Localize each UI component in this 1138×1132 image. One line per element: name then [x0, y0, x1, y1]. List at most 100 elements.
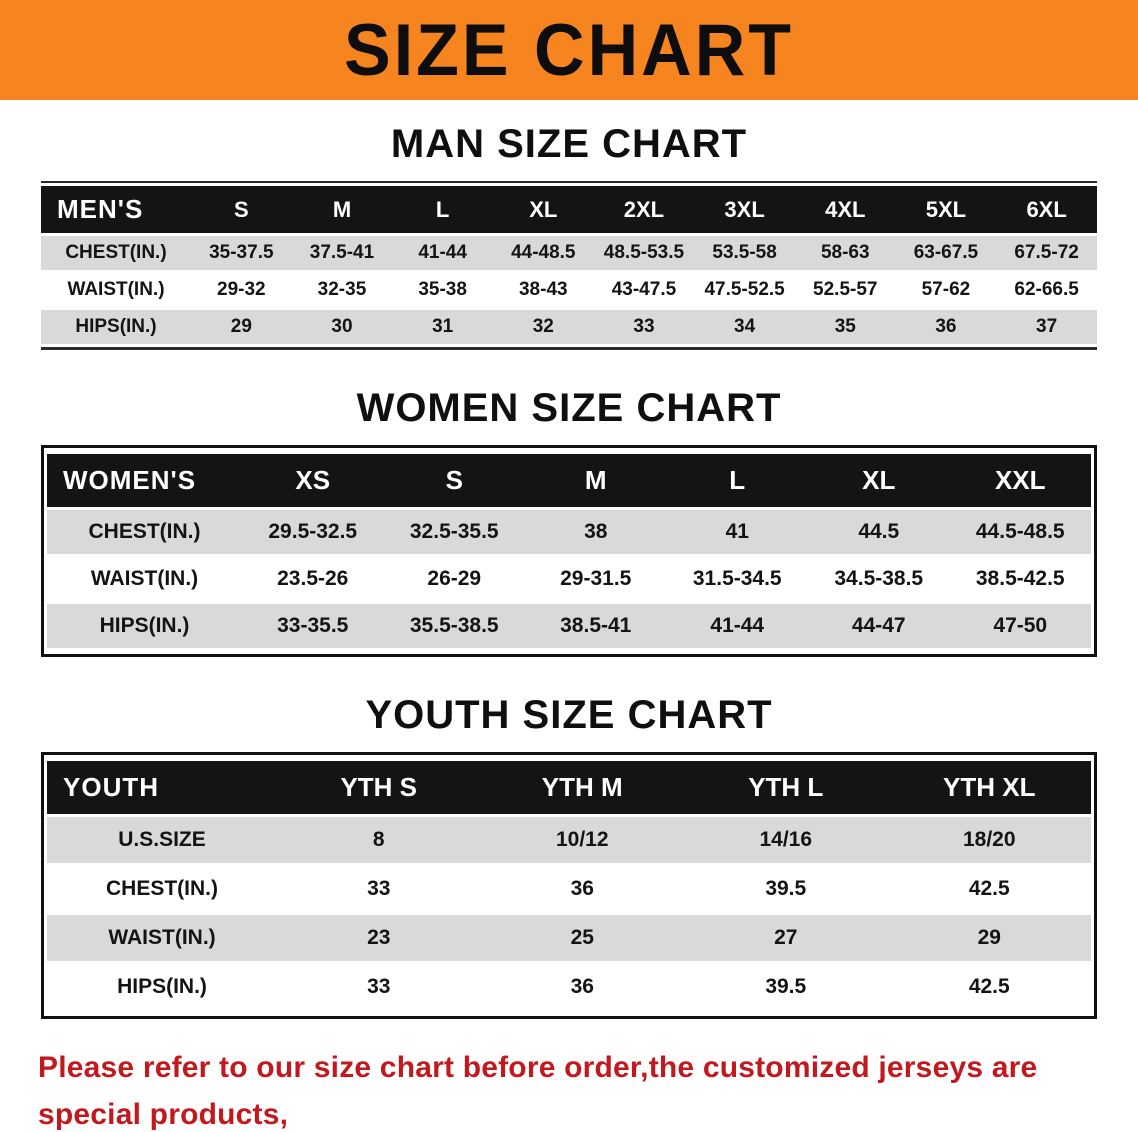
women-size-section: WOMEN SIZE CHART WOMEN'S XS S M L XL XXL CHEST(… [0, 386, 1138, 657]
size-value: 23.5-26 [277, 567, 349, 590]
size-value: 34 [734, 316, 756, 337]
footer-disclaimer: Please refer to our size chart before or… [38, 1045, 1100, 1132]
size-value: 41-44 [418, 242, 467, 263]
table-row: WAIST(IN.) 29-32 32-35 35-38 38-43 43-47.5 47.… [41, 273, 1097, 307]
women-table-wrap: WOMEN'S XS S M L XL XXL CHEST(IN.) 29.5-32.5 32.5… [41, 445, 1097, 657]
table-row: HIPS(IN.) 29 30 31 32 33 34 35 36 37 [41, 310, 1097, 344]
size-column-header: XL [808, 454, 950, 507]
size-value: 67.5-72 [1014, 242, 1079, 263]
size-column-header: XXL [949, 454, 1091, 507]
table-row: U.S.SIZE 8 10/12 14/16 18/20 [47, 817, 1091, 863]
banner: SIZE CHART [0, 0, 1138, 100]
size-value: 35-38 [418, 279, 467, 300]
row-label: HIPS(IN.) [75, 316, 157, 337]
size-value: 37 [1036, 316, 1058, 337]
youth-section-heading: YOUTH SIZE CHART [365, 693, 773, 737]
footer-disclaimer-line1: Please refer to our size chart before or… [38, 1051, 1038, 1131]
size-value: 36 [935, 316, 957, 337]
row-label: WAIST(IN.) [67, 279, 165, 300]
size-value: 53.5-58 [712, 242, 777, 263]
size-value: 35-37.5 [209, 242, 274, 263]
size-value: 34.5-38.5 [834, 567, 924, 590]
size-column-header: M [291, 186, 393, 233]
men-section-heading: MAN SIZE CHART [390, 122, 748, 166]
row-label: CHEST(IN.) [88, 520, 201, 543]
size-value: 36 [570, 975, 594, 998]
men-size-table: MEN'S S M L XL 2XL 3XL 4XL 5XL 6XL CHEST(IN.) 35-37… [41, 181, 1097, 347]
size-value: 10/12 [555, 828, 609, 851]
size-value: 63-67.5 [913, 242, 979, 263]
men-table-frame: MEN'S S M L XL 2XL 3XL 4XL 5XL 6XL CHEST(IN.) 35-37… [41, 181, 1097, 350]
size-value: 31.5-34.5 [692, 567, 782, 590]
size-value: 36 [570, 877, 594, 900]
row-label: CHEST(IN.) [65, 242, 167, 263]
size-value: 38 [584, 520, 608, 543]
size-value: 32-35 [317, 279, 367, 300]
size-value: 33-35.5 [277, 614, 349, 637]
size-value: 29 [977, 926, 1001, 949]
size-column-header: S [191, 186, 292, 233]
size-value: 33 [633, 316, 655, 337]
table-row: HIPS(IN.) 33 36 39.5 42.5 [47, 964, 1091, 1010]
size-value: 39.5 [765, 975, 807, 998]
size-value: 32.5-35.5 [409, 520, 499, 543]
size-value: 29-31.5 [560, 567, 632, 590]
table-row: CHEST(IN.) 35-37.5 37.5-41 41-44 44-48.5 48.5… [41, 236, 1097, 270]
size-value: 38.5-42.5 [975, 567, 1065, 590]
size-column-header: XS [242, 454, 384, 507]
row-label: HIPS(IN.) [117, 975, 207, 998]
size-value: 14/16 [759, 828, 813, 851]
table-title-cell: MEN'S [41, 186, 191, 233]
size-value: 62-66.5 [1014, 279, 1079, 300]
size-column-header: YTH M [480, 761, 684, 814]
size-value: 42.5 [968, 975, 1010, 998]
size-value: 38-43 [518, 279, 568, 300]
size-column-header: 4XL [794, 186, 896, 233]
size-value: 41 [725, 520, 749, 543]
size-column-header: M [525, 454, 667, 507]
size-value: 42.5 [968, 877, 1010, 900]
row-label: WAIST(IN.) [108, 926, 216, 949]
table-row: HIPS(IN.) 33-35.5 35.5-38.5 38.5-41 41-44 44-… [47, 604, 1091, 648]
youth-size-table: YOUTH YTH S YTH M YTH L YTH XL U.S.SIZE 8 10/12… [47, 758, 1091, 1013]
size-value: 48.5-53.5 [603, 242, 685, 263]
size-value: 38.5-41 [560, 614, 632, 637]
size-column-header: L [666, 454, 808, 507]
size-value: 44.5-48.5 [975, 520, 1065, 543]
size-value: 35 [834, 316, 856, 337]
size-value: 57-62 [921, 279, 971, 300]
youth-size-section: YOUTH SIZE CHART YOUTH YTH S YTH M YTH L YTH… [0, 693, 1138, 1019]
size-value: 41-44 [710, 614, 765, 637]
size-column-header: YTH S [277, 761, 481, 814]
youth-table-frame: YOUTH YTH S YTH M YTH L YTH XL U.S.SIZE 8 10/12… [41, 752, 1097, 1019]
row-label: WAIST(IN.) [90, 567, 199, 590]
size-value: 43-47.5 [611, 279, 677, 300]
table-row: CHEST(IN.) 33 36 39.5 42.5 [47, 866, 1091, 912]
size-value: 32 [532, 316, 554, 337]
table-row: WAIST(IN.) 23 25 27 29 [47, 915, 1091, 961]
size-value: 35.5-38.5 [409, 614, 499, 637]
size-value: 18/20 [962, 828, 1016, 851]
table-title-cell: YOUTH [47, 761, 277, 814]
size-column-header: YTH L [684, 761, 888, 814]
size-value: 44.5 [858, 520, 900, 543]
size-column-header: 2XL [593, 186, 695, 233]
size-value: 30 [331, 316, 353, 337]
size-value: 33 [367, 975, 391, 998]
row-label: HIPS(IN.) [99, 614, 190, 637]
size-value: 26-29 [427, 567, 482, 590]
women-size-table: WOMEN'S XS S M L XL XXL CHEST(IN.) 29.5-32.5 32.5… [47, 451, 1091, 651]
table-title-cell: WOMEN'S [47, 454, 242, 507]
table-header-row: WOMEN'S XS S M L XL XXL [47, 454, 1091, 507]
size-column-header: YTH XL [887, 761, 1091, 814]
size-value: 25 [570, 926, 594, 949]
table-row: WAIST(IN.) 23.5-26 26-29 29-31.5 31.5-34.5 34… [47, 557, 1091, 601]
size-value: 47.5-52.5 [704, 279, 785, 300]
size-value: 29 [230, 316, 252, 337]
youth-table-wrap: YOUTH YTH S YTH M YTH L YTH XL U.S.SIZE 8 10/12… [41, 752, 1097, 1019]
size-column-header: L [392, 186, 493, 233]
size-value: 23 [367, 926, 391, 949]
size-value: 29-32 [217, 279, 266, 300]
row-label: CHEST(IN.) [106, 877, 218, 900]
